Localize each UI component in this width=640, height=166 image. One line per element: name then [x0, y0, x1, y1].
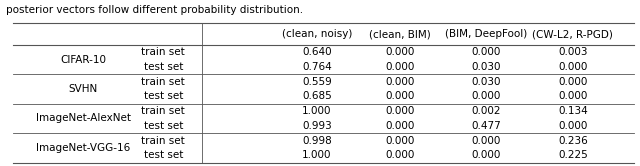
Text: 0.993: 0.993 — [302, 121, 332, 131]
Text: posterior vectors follow different probability distribution.: posterior vectors follow different proba… — [6, 5, 303, 15]
Text: 0.685: 0.685 — [302, 91, 332, 101]
Text: 0.225: 0.225 — [558, 150, 588, 160]
Text: 0.236: 0.236 — [558, 136, 588, 146]
Text: 1.000: 1.000 — [302, 106, 332, 116]
Text: 0.134: 0.134 — [558, 106, 588, 116]
Text: 0.000: 0.000 — [472, 91, 501, 101]
Text: 0.000: 0.000 — [385, 106, 415, 116]
Text: train set: train set — [141, 106, 185, 116]
Text: 0.000: 0.000 — [385, 121, 415, 131]
Text: 0.000: 0.000 — [385, 150, 415, 160]
Text: 0.000: 0.000 — [385, 77, 415, 87]
Text: 0.477: 0.477 — [472, 121, 501, 131]
Text: (CW-L2, R-PGD): (CW-L2, R-PGD) — [532, 29, 613, 39]
Text: 0.764: 0.764 — [302, 62, 332, 72]
Text: 0.000: 0.000 — [558, 91, 588, 101]
Text: 0.000: 0.000 — [558, 62, 588, 72]
Text: (clean, noisy): (clean, noisy) — [282, 29, 352, 39]
Text: 0.000: 0.000 — [558, 77, 588, 87]
Text: train set: train set — [141, 47, 185, 57]
Text: test set: test set — [143, 91, 183, 101]
Text: 0.640: 0.640 — [302, 47, 332, 57]
Text: test set: test set — [143, 121, 183, 131]
Text: 0.030: 0.030 — [472, 62, 501, 72]
Text: CIFAR-10: CIFAR-10 — [60, 55, 106, 65]
Text: 0.998: 0.998 — [302, 136, 332, 146]
Text: 0.559: 0.559 — [302, 77, 332, 87]
Text: test set: test set — [143, 150, 183, 160]
Text: 0.000: 0.000 — [472, 136, 501, 146]
Text: 0.000: 0.000 — [472, 150, 501, 160]
Text: (clean, BIM): (clean, BIM) — [369, 29, 431, 39]
Text: train set: train set — [141, 136, 185, 146]
Text: (BIM, DeepFool): (BIM, DeepFool) — [445, 29, 527, 39]
Text: ImageNet-VGG-16: ImageNet-VGG-16 — [36, 143, 131, 153]
Text: 0.000: 0.000 — [385, 47, 415, 57]
Text: 0.002: 0.002 — [472, 106, 501, 116]
Text: SVHN: SVHN — [68, 84, 98, 94]
Text: test set: test set — [143, 62, 183, 72]
Text: 0.000: 0.000 — [558, 121, 588, 131]
Text: 0.030: 0.030 — [472, 77, 501, 87]
Text: 0.000: 0.000 — [385, 136, 415, 146]
Text: 0.000: 0.000 — [472, 47, 501, 57]
Text: 0.003: 0.003 — [558, 47, 588, 57]
Text: 1.000: 1.000 — [302, 150, 332, 160]
Text: 0.000: 0.000 — [385, 91, 415, 101]
Text: 0.000: 0.000 — [385, 62, 415, 72]
Text: train set: train set — [141, 77, 185, 87]
Text: ImageNet-AlexNet: ImageNet-AlexNet — [36, 114, 131, 124]
